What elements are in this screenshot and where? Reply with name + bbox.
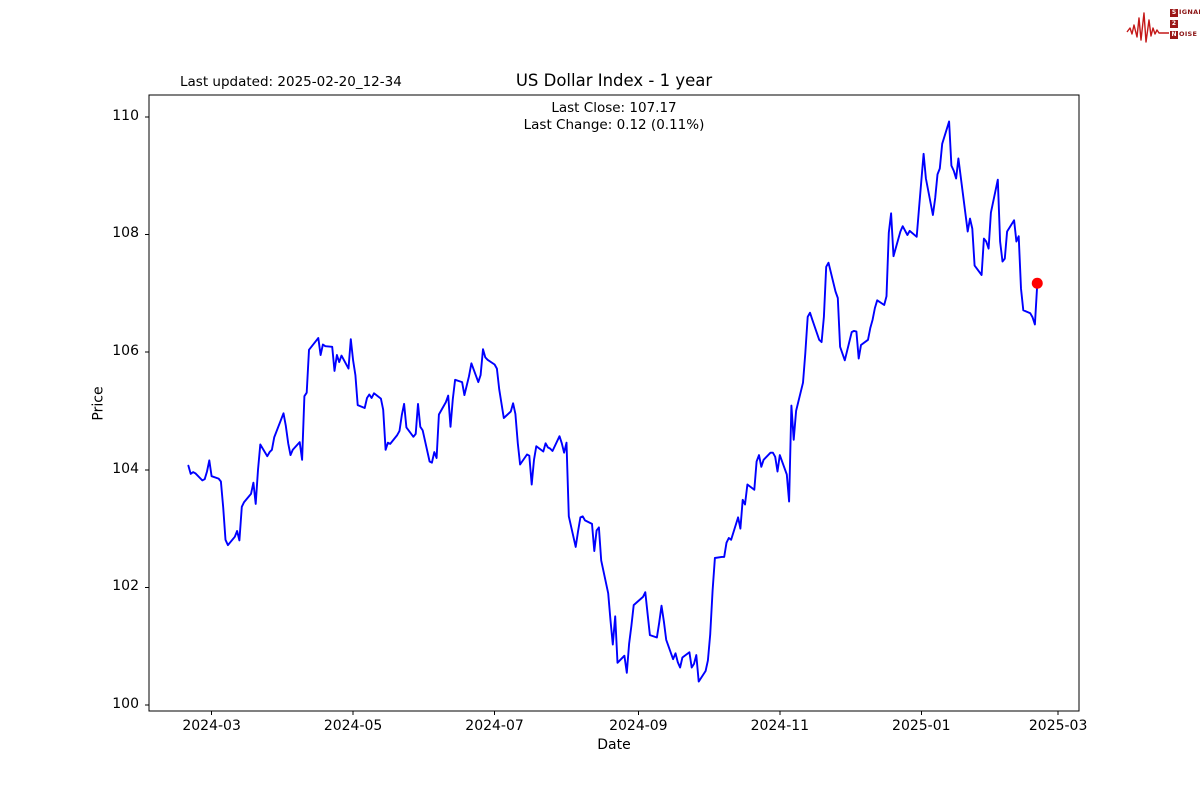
x-tick-label: 2024-11 [750,718,810,734]
x-tick-label: 2024-09 [609,718,668,734]
axes-frame [148,94,1080,712]
logo-badge-2: 2 [1170,19,1178,28]
last-updated-text: Last updated: 2025-02-20_12-34 [180,74,402,90]
logo-text-ignal: IGNAL [1179,8,1200,17]
x-axis-label: Date [597,737,631,753]
y-axis-label: Price [90,386,107,421]
signal2noise-logo: S IGNAL 2 N OISE [1126,6,1200,50]
logo-row-2: 2 [1170,19,1200,28]
y-tick-label: 108 [112,225,139,242]
logo-badge-s: S [1170,8,1178,17]
x-tick-label: 2024-07 [465,718,524,734]
logo-badge-n: N [1170,30,1178,39]
y-tick-label: 102 [112,578,139,595]
x-tick-label: 2024-05 [323,718,383,734]
logo-row-signal: S IGNAL [1170,8,1200,17]
chart-title: US Dollar Index - 1 year [515,71,713,90]
y-tick-label: 106 [112,343,139,360]
price-line [187,120,1039,683]
logo-row-noise: N OISE [1170,30,1200,39]
ekg-waveform-icon [1126,12,1169,43]
last-change-text: Last Change: 0.12 (0.11%) [523,117,705,133]
x-tick-label: 2025-01 [892,718,951,734]
y-tick-label: 100 [112,696,139,713]
logo-text-oise: OISE [1179,30,1198,39]
y-tick-label: 104 [112,460,139,477]
logo-text: S IGNAL 2 N OISE [1170,8,1200,39]
last-price-marker [1031,277,1043,289]
last-close-text: Last Close: 107.17 [551,100,677,116]
x-tick-label: 2024-03 [182,718,241,734]
y-tick-label: 110 [112,107,139,124]
x-tick-label: 2025-03 [1028,718,1088,734]
